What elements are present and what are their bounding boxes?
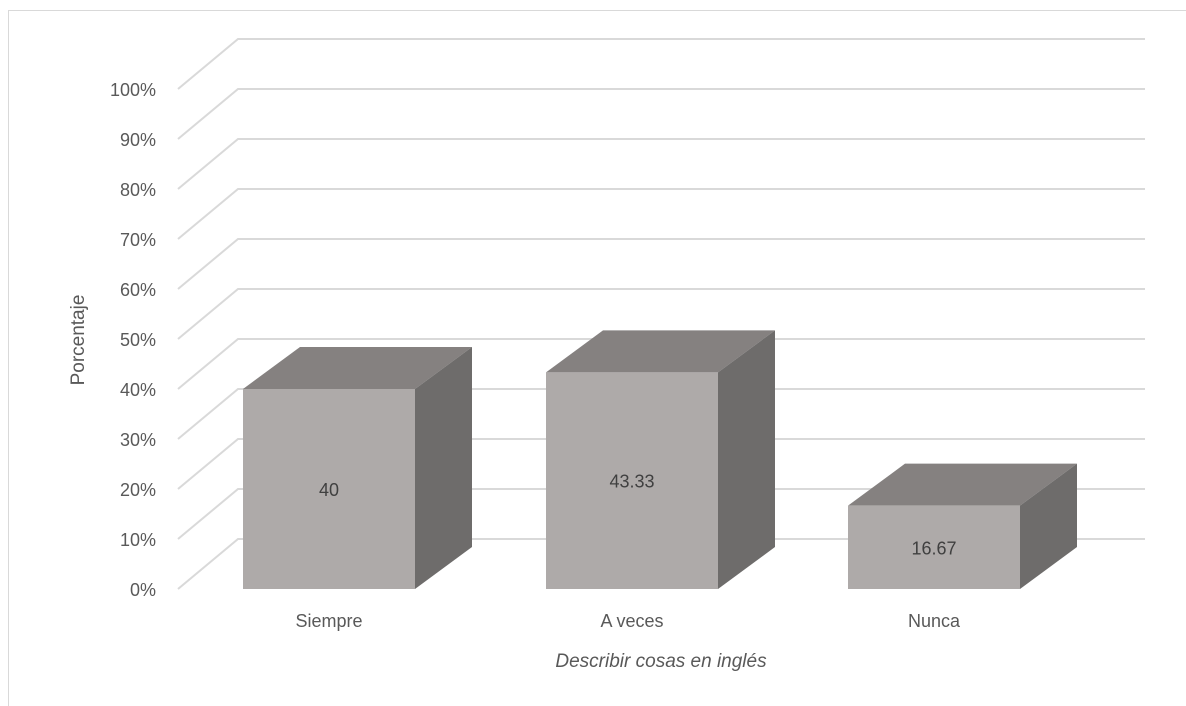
bar-a-veces (546, 372, 718, 589)
gridline (177, 438, 1145, 490)
gridline (177, 338, 1145, 390)
gridline (177, 138, 1145, 190)
y-tick-label: 10% (120, 530, 156, 550)
bar-side (718, 330, 775, 589)
y-tick-label: 60% (120, 280, 156, 300)
gridline (177, 88, 1145, 140)
y-tick-label: 70% (120, 230, 156, 250)
gridline (177, 188, 1145, 240)
data-label: 40 (319, 480, 339, 500)
y-tick-label: 90% (120, 130, 156, 150)
gridlines (177, 38, 1145, 590)
y-tick-label: 20% (120, 480, 156, 500)
y-tick-label: 40% (120, 380, 156, 400)
bar-side (415, 347, 472, 589)
y-tick-label: 80% (120, 180, 156, 200)
y-axis-ticks: 0% 10% 20% 30% 40% 50% 60% 70% 80% 90% 100% (110, 80, 156, 600)
data-label: 16.67 (911, 538, 956, 558)
bar-top (848, 463, 1077, 506)
bar-nunca (848, 505, 1020, 589)
bars: 40 43.33 16.67 (243, 330, 1077, 589)
bar-top (546, 330, 775, 373)
gridline (177, 488, 1145, 540)
bar-siempre (243, 389, 415, 589)
bar-top (243, 347, 472, 389)
y-tick-label: 30% (120, 430, 156, 450)
x-category-label: Siempre (295, 611, 362, 631)
gridline (177, 38, 1145, 90)
y-tick-label: 0% (130, 580, 156, 600)
y-tick-label: 50% (120, 330, 156, 350)
gridline (177, 538, 1145, 590)
x-axis-title: Describir cosas en inglés (555, 651, 767, 672)
gridline (177, 238, 1145, 290)
x-category-label: A veces (600, 611, 663, 631)
gridline (177, 388, 1145, 440)
x-category-label: Nunca (908, 611, 961, 631)
x-axis-categories: Siempre A veces Nunca (295, 611, 961, 631)
y-axis-title: Porcentaje (68, 295, 89, 386)
gridline (177, 288, 1145, 340)
bar-side (1020, 463, 1077, 589)
data-label: 43.33 (609, 472, 654, 492)
y-tick-label: 100% (110, 80, 156, 100)
chart-frame (8, 10, 1186, 706)
